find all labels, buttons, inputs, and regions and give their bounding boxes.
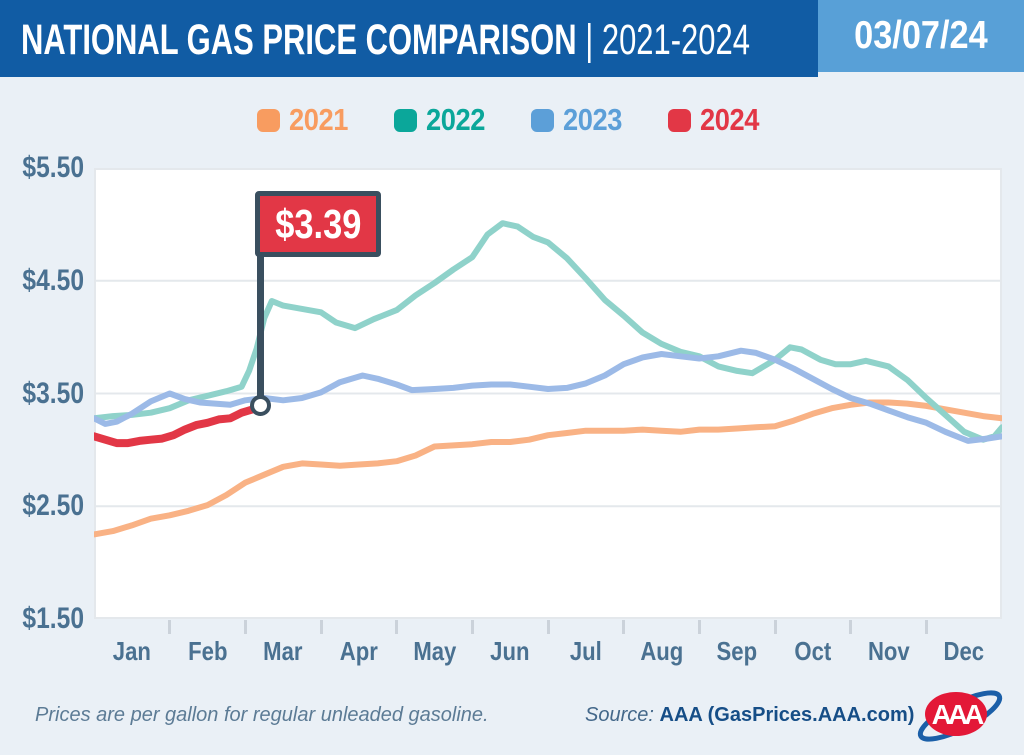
y-tick-label-3.50: $3.50	[22, 376, 84, 410]
x-label-aug: Aug	[639, 636, 683, 666]
x-tick	[546, 620, 550, 634]
y-tick-label-2.50: $2.50	[22, 489, 84, 523]
aaa-logo: AAA	[917, 690, 1003, 742]
date-badge: 03/07/24	[818, 0, 1024, 72]
current-price-marker	[249, 395, 271, 417]
price-lines-chart	[94, 168, 1002, 619]
page-title: NATIONAL GAS PRICE COMPARISON | 2021-202…	[21, 16, 750, 65]
x-label-feb: Feb	[187, 636, 228, 666]
line-2022	[94, 220, 1002, 443]
x-tick	[470, 620, 474, 634]
legend-item-2023: 2023	[531, 102, 630, 138]
line-2023	[94, 347, 1002, 444]
x-label-sep: Sep	[716, 636, 758, 666]
x-tick	[243, 620, 247, 634]
legend-swatch-2021	[257, 108, 281, 132]
x-label-nov: Nov	[867, 636, 910, 666]
source-attribution: Source: AAA (GasPrices.AAA.com)	[585, 704, 914, 727]
legend-item-2021: 2021	[257, 102, 356, 138]
x-tick	[924, 620, 928, 634]
x-label-jul: Jul	[569, 636, 602, 666]
x-tick	[319, 620, 323, 634]
callout-flag-pole	[256, 193, 264, 406]
title-main: NATIONAL GAS PRICE COMPARISON	[21, 16, 577, 64]
y-tick-label-5.50: $5.50	[22, 151, 84, 184]
x-tick	[697, 620, 701, 634]
x-label-jun: Jun	[490, 636, 530, 666]
header-bar: NATIONAL GAS PRICE COMPARISON | 2021-202…	[0, 0, 818, 77]
y-tick-label-1.50: $1.50	[22, 602, 84, 635]
x-label-may: May	[412, 636, 456, 666]
price-callout-flag: $3.39	[255, 191, 382, 257]
legend-item-2024: 2024	[667, 102, 767, 138]
x-tick	[622, 620, 626, 634]
x-tick	[773, 620, 777, 634]
legend-swatch-2022	[394, 108, 418, 132]
legend-swatch-2024	[667, 108, 691, 132]
date-text: 03/07/24	[854, 14, 988, 57]
x-tick	[849, 620, 853, 634]
legend-item-2022: 2022	[394, 102, 493, 138]
legend-label-2024: 2024	[699, 102, 759, 137]
y-tick-label-4.50: $4.50	[22, 263, 84, 297]
callout-price-text: $3.39	[275, 200, 362, 247]
title-separator: |	[585, 16, 594, 64]
legend-label-2023: 2023	[563, 102, 622, 137]
logo-text: AAA	[932, 699, 984, 730]
x-tick	[168, 620, 172, 634]
x-label-jan: Jan	[112, 636, 151, 666]
source-label: Source:	[585, 704, 654, 726]
legend-label-2022: 2022	[426, 102, 485, 137]
legend-label-2021: 2021	[289, 102, 348, 137]
legend-swatch-2023	[531, 108, 554, 132]
x-label-oct: Oct	[794, 636, 832, 666]
line-2021	[94, 399, 1002, 538]
x-label-apr: Apr	[339, 636, 378, 666]
title-year-range: 2021-2024	[601, 16, 750, 64]
x-tick	[395, 620, 399, 634]
line-2024	[94, 401, 265, 448]
plot-area	[94, 168, 1002, 619]
x-label-mar: Mar	[263, 636, 303, 666]
footnote: Prices are per gallon for regular unlead…	[35, 704, 489, 726]
logo-oval	[925, 692, 987, 736]
source-text: AAA (GasPrices.AAA.com)	[659, 704, 915, 726]
legend: 2021 2022 2023 2024	[0, 102, 1024, 138]
x-label-dec: Dec	[943, 636, 985, 666]
